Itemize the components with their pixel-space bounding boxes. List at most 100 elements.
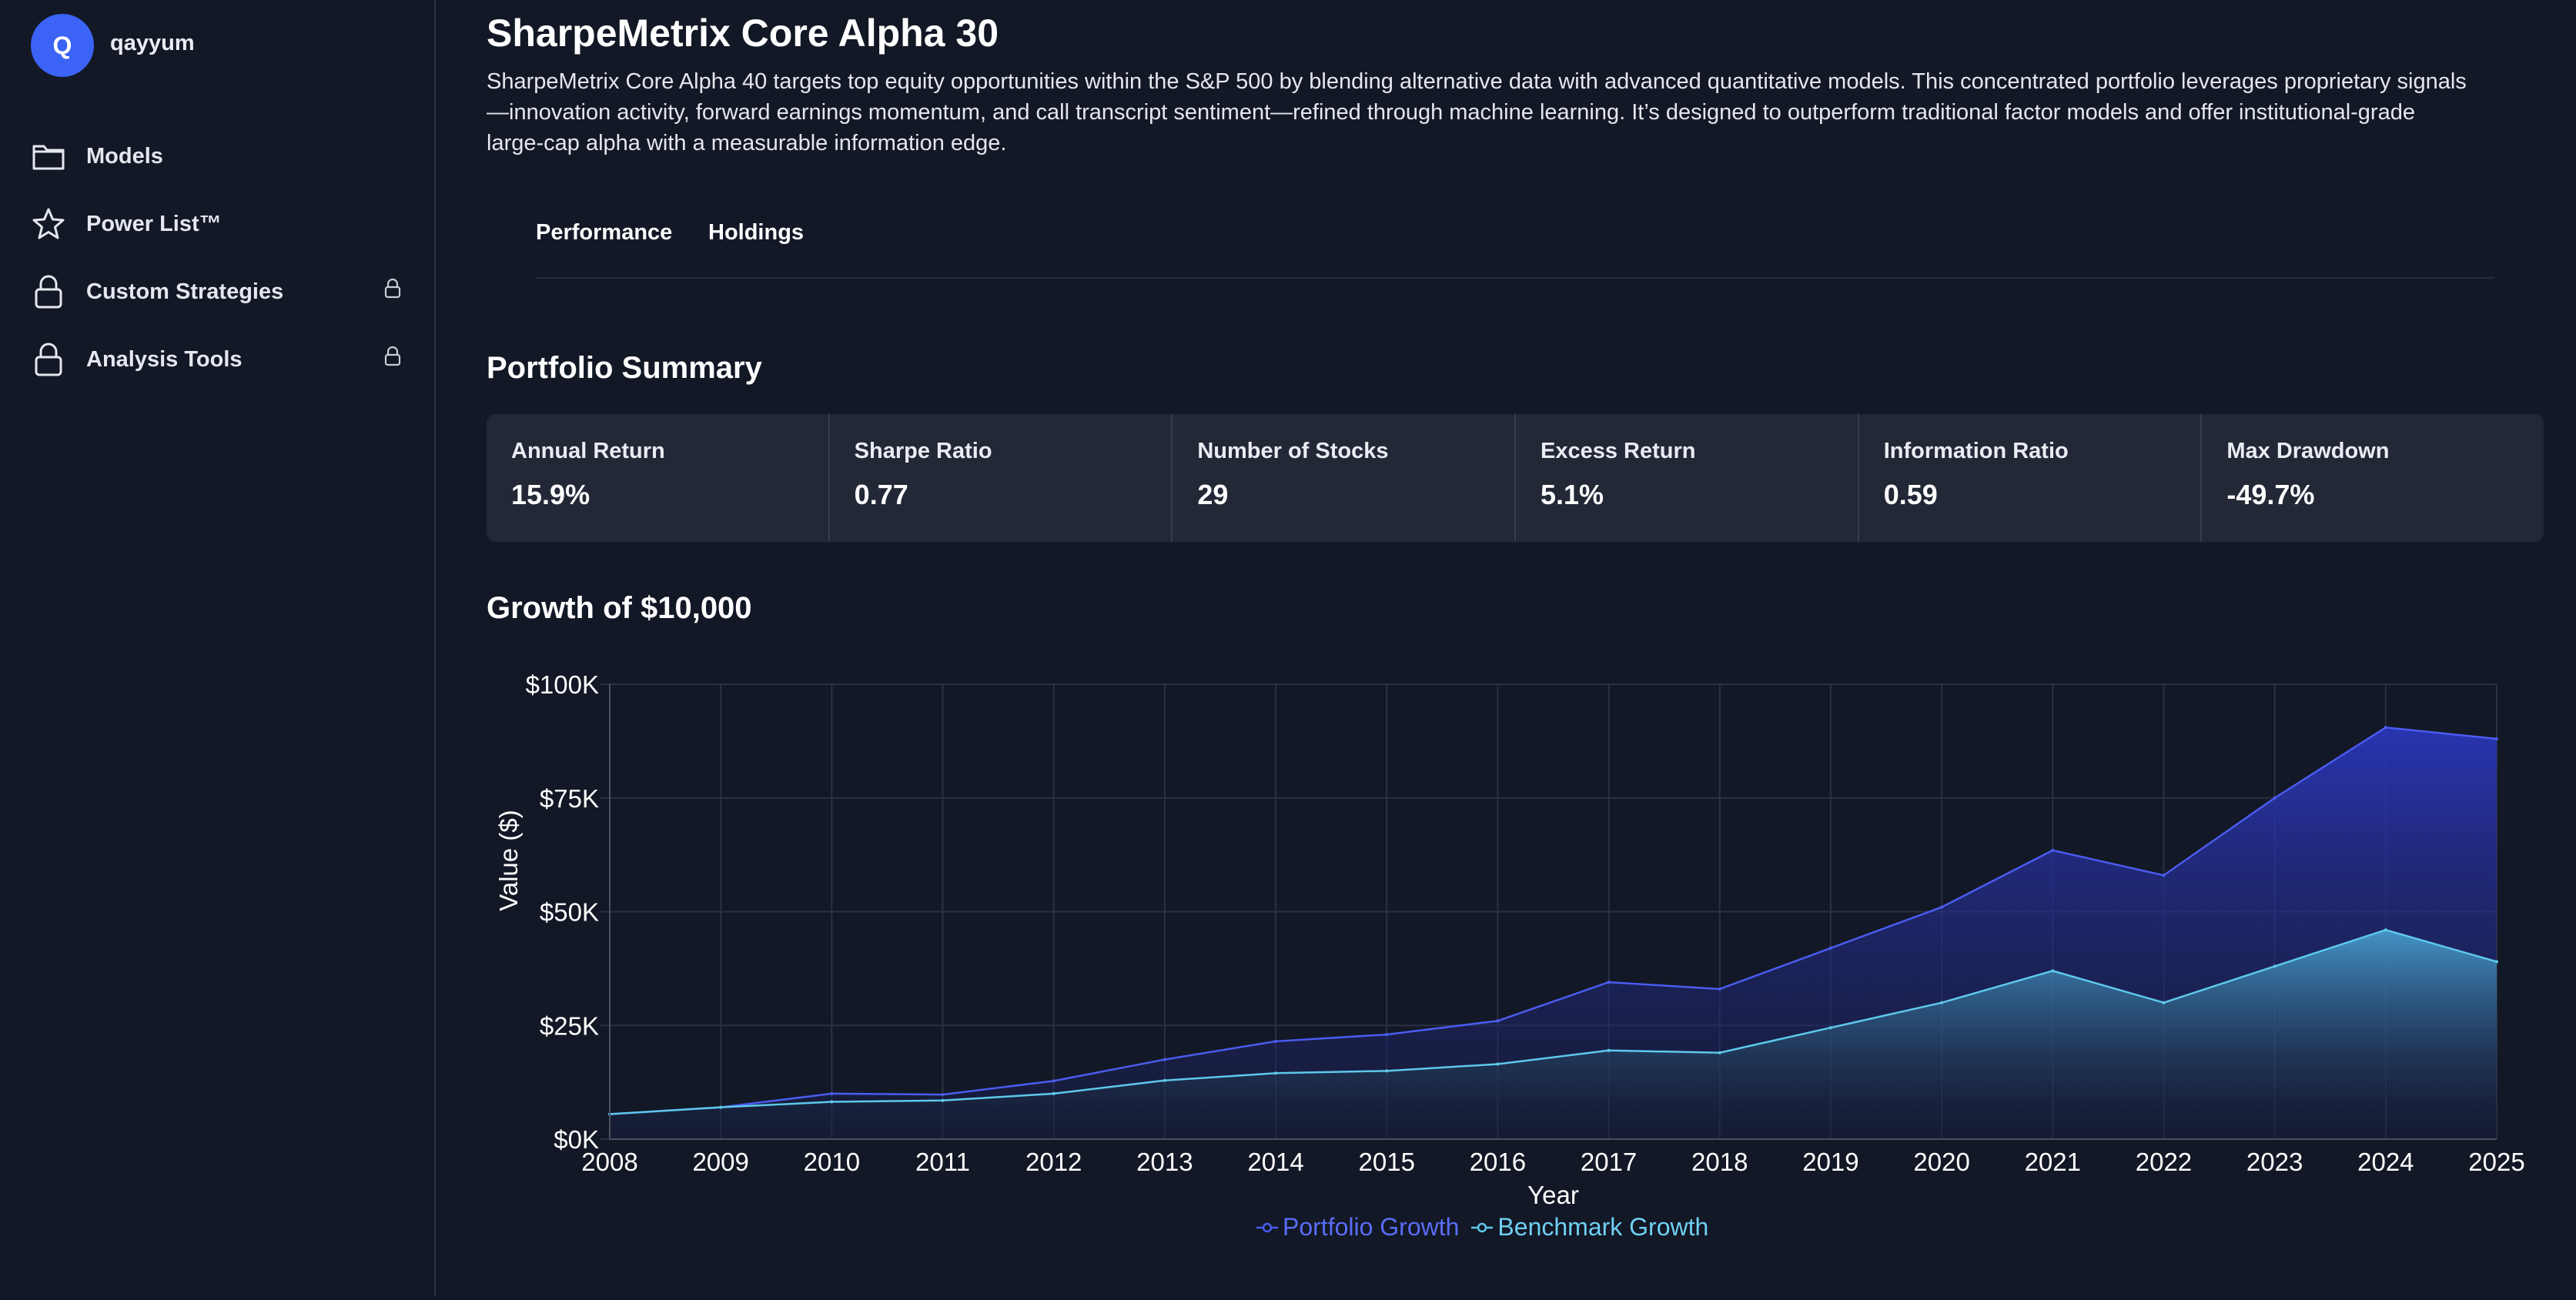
benchmark-point xyxy=(1163,1078,1166,1082)
x-tick-label: 2020 xyxy=(1913,1148,1969,1176)
x-tick-label: 2012 xyxy=(1025,1148,1082,1176)
metric-max-drawdown: Max Drawdown -49.7% xyxy=(2200,414,2544,542)
legend-item-portfolio[interactable]: Portfolio Growth xyxy=(1256,1213,1459,1242)
benchmark-point xyxy=(2273,964,2277,968)
model-description: SharpeMetrix Core Alpha 40 targets top e… xyxy=(487,66,2531,159)
metric-value: 0.59 xyxy=(1883,479,1938,510)
benchmark-line xyxy=(609,928,2497,1115)
x-tick-label: 2017 xyxy=(1581,1148,1637,1176)
portfolio-point xyxy=(1718,987,1721,991)
metric-label: Sharpe Ratio xyxy=(854,439,992,463)
benchmark-point xyxy=(1718,1051,1721,1054)
metric-information-ratio: Information Ratio 0.59 xyxy=(1857,414,2201,542)
benchmark-point xyxy=(1052,1091,1055,1095)
x-tick-label: 2014 xyxy=(1247,1148,1303,1176)
locked-badge-icon xyxy=(383,346,406,372)
y-tick-label: $100K xyxy=(526,670,599,699)
avatar[interactable]: Q xyxy=(31,14,94,77)
sidebar: Q qayyum Models Power List™ Custom Strat… xyxy=(0,0,436,1296)
benchmark-point xyxy=(2162,1001,2166,1004)
portfolio-line xyxy=(609,726,2497,1115)
metric-number-of-stocks: Number of Stocks 29 xyxy=(1171,414,1514,542)
page-title: SharpeMetrix Core Alpha 30 xyxy=(487,12,999,55)
benchmark-point xyxy=(1607,1048,1611,1052)
tab-performance[interactable]: Performance xyxy=(536,220,673,245)
x-tick-label: 2011 xyxy=(915,1148,970,1176)
y-tick-label: $75K xyxy=(540,784,599,813)
x-tick-label: 2015 xyxy=(1359,1148,1415,1176)
x-axis-title: Year xyxy=(1527,1181,1579,1209)
sidebar-item-label: Custom Strategies xyxy=(86,279,284,304)
x-tick-label: 2024 xyxy=(2357,1148,2414,1176)
description-line: large-cap alpha with a measurable inform… xyxy=(487,131,1007,155)
x-tick-label: 2009 xyxy=(692,1148,748,1176)
x-tick-label: 2021 xyxy=(2025,1148,2081,1176)
portfolio-point xyxy=(1496,1019,1500,1023)
portfolio-point xyxy=(2384,726,2387,730)
benchmark-area xyxy=(610,930,2497,1139)
folder-icon xyxy=(29,137,68,175)
portfolio-point xyxy=(2162,874,2166,877)
metric-value: 5.1% xyxy=(1541,479,1604,510)
portfolio-summary-panel: Annual Return 15.9% Sharpe Ratio 0.77 Nu… xyxy=(487,414,2544,542)
metric-label: Number of Stocks xyxy=(1197,439,1389,463)
sidebar-item-power-list[interactable]: Power List™ xyxy=(29,201,406,247)
username[interactable]: qayyum xyxy=(110,31,195,55)
portfolio-point xyxy=(1385,1033,1389,1037)
x-tick-label: 2010 xyxy=(804,1148,860,1176)
benchmark-point xyxy=(1496,1062,1500,1066)
benchmark-point xyxy=(941,1098,945,1102)
metric-label: Annual Return xyxy=(511,439,665,463)
portfolio-point xyxy=(1163,1058,1166,1061)
y-tick-label: $50K xyxy=(540,898,599,927)
benchmark-point xyxy=(1274,1071,1278,1075)
x-tick-label: 2025 xyxy=(2468,1148,2524,1176)
y-tick-label: $25K xyxy=(540,1011,599,1040)
portfolio-point xyxy=(2051,848,2055,852)
metric-label: Max Drawdown xyxy=(2226,439,2390,463)
x-tick-label: 2018 xyxy=(1691,1148,1748,1176)
benchmark-point xyxy=(2051,969,2055,973)
star-icon xyxy=(29,205,68,243)
portfolio-point xyxy=(830,1091,834,1095)
metric-excess-return: Excess Return 5.1% xyxy=(1514,414,1858,542)
metric-value: 15.9% xyxy=(511,479,590,510)
tab-holdings[interactable]: Holdings xyxy=(708,220,805,245)
benchmark-point xyxy=(830,1100,834,1104)
x-tick-label: 2008 xyxy=(581,1148,637,1176)
sidebar-item-analysis-tools[interactable]: Analysis Tools xyxy=(29,336,406,383)
lock-icon xyxy=(29,340,68,379)
benchmark-point xyxy=(1940,1001,1944,1004)
benchmark-point xyxy=(1828,1026,1832,1030)
growth-chart-heading: Growth of $10,000 xyxy=(487,591,752,625)
benchmark-point xyxy=(719,1105,723,1109)
metric-value: 0.77 xyxy=(854,479,908,510)
legend-label: Portfolio Growth xyxy=(1283,1213,1460,1241)
metric-annual-return: Annual Return 15.9% xyxy=(487,414,828,542)
description-line: —innovation activity, forward earnings m… xyxy=(487,100,2415,125)
y-tick-label: $0K xyxy=(554,1125,599,1154)
portfolio-point xyxy=(1274,1039,1278,1043)
portfolio-point xyxy=(1828,946,1832,950)
metric-label: Excess Return xyxy=(1541,439,1696,463)
sidebar-item-label: Analysis Tools xyxy=(86,346,243,372)
portfolio-point xyxy=(2495,737,2498,740)
sidebar-item-label: Models xyxy=(86,143,163,169)
sidebar-item-custom-strategies[interactable]: Custom Strategies xyxy=(29,269,406,315)
legend-item-benchmark[interactable]: Benchmark Growth xyxy=(1471,1213,1708,1242)
portfolio-point xyxy=(1052,1079,1055,1083)
chart-legend: Portfolio Growth Benchmark Growth xyxy=(1256,1213,1721,1242)
x-tick-label: 2023 xyxy=(2246,1148,2303,1176)
description-line: SharpeMetrix Core Alpha 40 targets top e… xyxy=(487,69,2467,94)
metric-value: 29 xyxy=(1197,479,1229,510)
lock-icon xyxy=(29,272,68,311)
sidebar-item-models[interactable]: Models xyxy=(29,133,406,179)
metric-sharpe-ratio: Sharpe Ratio 0.77 xyxy=(828,414,1172,542)
x-tick-label: 2016 xyxy=(1470,1148,1526,1176)
x-tick-label: 2019 xyxy=(1802,1148,1858,1176)
metric-label: Information Ratio xyxy=(1883,439,2069,463)
y-axis-title: Value ($) xyxy=(494,810,523,911)
x-tick-label: 2022 xyxy=(2136,1148,2192,1176)
benchmark-point xyxy=(2384,928,2387,932)
portfolio-point xyxy=(1607,981,1611,984)
